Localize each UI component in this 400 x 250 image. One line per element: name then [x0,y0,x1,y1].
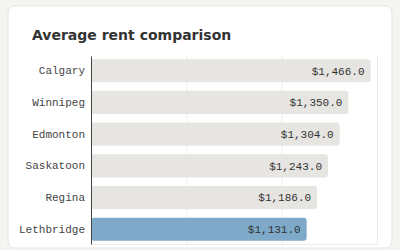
data-label: $1,304.0 [281,129,334,141]
y-tick: Edmonton [32,129,91,141]
grid-line [91,56,92,244]
y-tick: Winnipeg [32,97,91,109]
bar [91,154,328,177]
data-labels: $1,466.0 $1,350.0 $1,304.0 $1,243.0 $1,186.0… [248,66,365,237]
data-label: $1,243.0 [269,161,322,173]
grid-tick [186,56,187,244]
y-tick-label: Edmonton [32,129,85,141]
grid-line [377,56,378,244]
plot: Calgary Winnipeg Edmonton Saskatoon Regina Le… [19,56,378,245]
y-axis-line [91,57,92,245]
bar [91,186,317,209]
y-tick: Lethbridge [19,224,91,236]
grid [92,56,378,245]
data-label: $1,466.0 [312,66,365,78]
grid-tick [282,56,283,244]
y-tick: Saskatoon [26,160,91,172]
y-tick-label: Winnipeg [32,97,85,109]
data-label: $1,186.0 [258,192,311,204]
y-tick: Calgary [39,65,91,77]
grid-line [282,56,283,244]
bar [91,123,340,146]
y-tick-label: Regina [45,192,85,204]
bars [91,59,371,241]
chart: Average rent comparison Calgary Winnipeg Ed… [0,0,400,250]
x-axis-line [92,56,378,245]
y-tick-label: Saskatoon [26,160,85,172]
y-tick: Regina [45,192,91,204]
card [8,6,392,248]
data-label: $1,350.0 [290,97,343,109]
title: Average rent comparison [32,27,231,43]
y-axis: Calgary Winnipeg Edmonton Saskatoon Regina Le… [19,57,92,245]
y-tick-label: Calgary [39,65,86,77]
bar [91,59,371,82]
y-tick-label: Lethbridge [19,224,85,236]
grid-tick [377,56,378,244]
grid-tick [91,56,92,244]
grid-line [186,56,187,244]
bar [91,91,348,114]
bar [91,218,307,241]
data-label: $1,131.0 [248,224,301,236]
